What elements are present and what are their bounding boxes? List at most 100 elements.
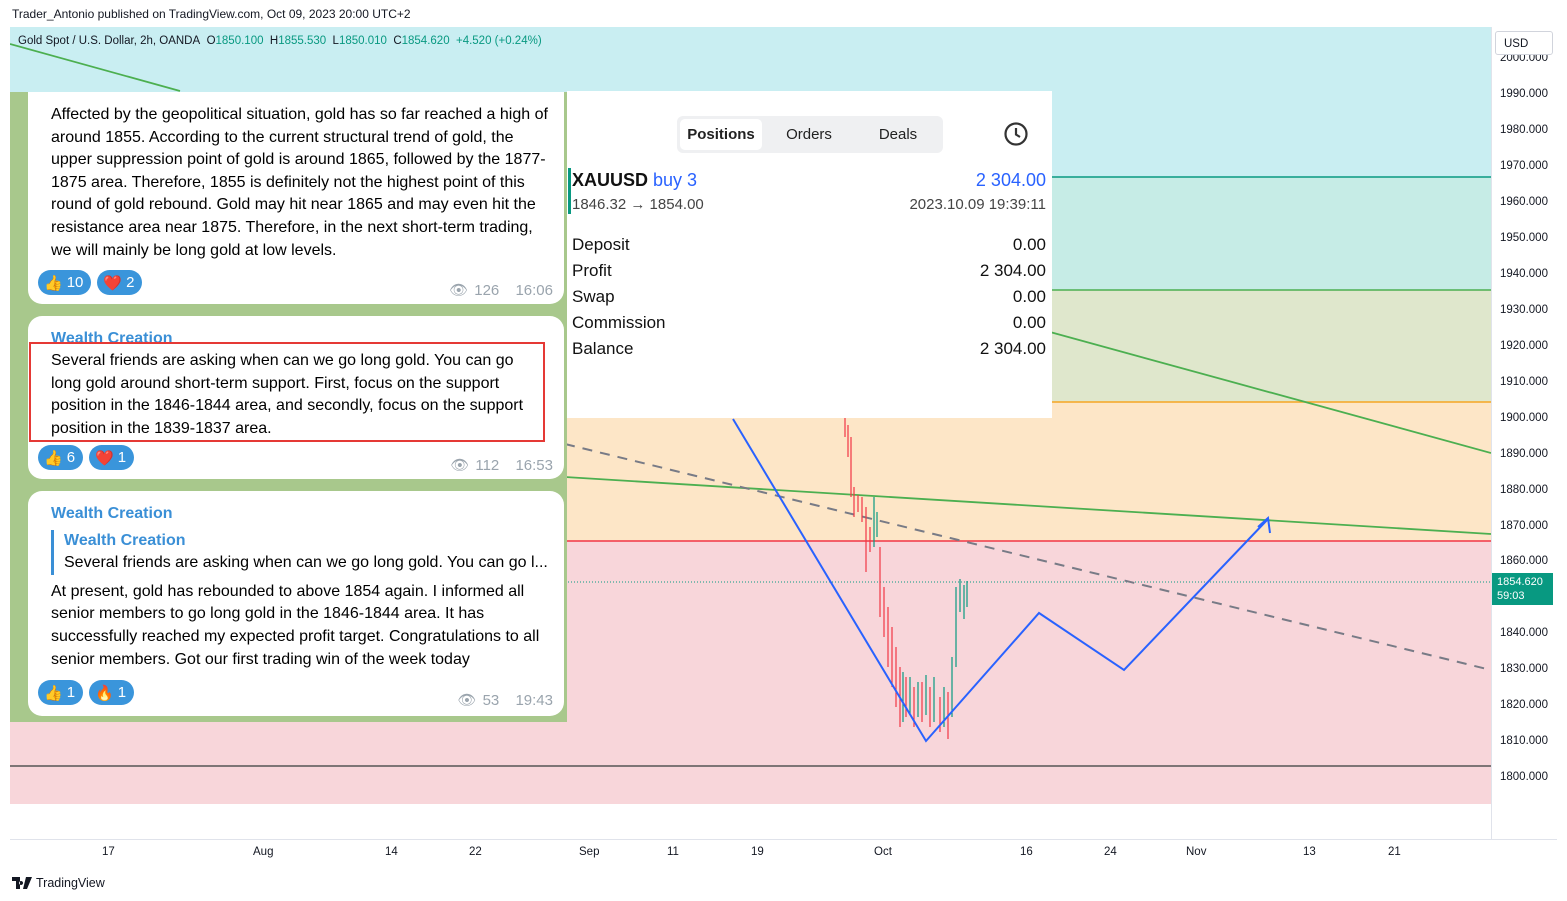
thumbs-up-icon: 👍 xyxy=(44,449,63,467)
trendline-top xyxy=(10,43,181,92)
current-price-tag: 1854.620 59:03 xyxy=(1492,573,1553,605)
fire-icon: 🔥 xyxy=(95,684,114,702)
like-count: 10 xyxy=(66,274,84,291)
position-details: 1846.32 → 1854.00 2023.10.09 19:39:11 xyxy=(572,196,1046,213)
price-tick: 1980.000 xyxy=(1500,124,1548,136)
projection-arrow xyxy=(1257,515,1271,534)
row-label: Commission xyxy=(572,313,666,332)
time-label: Aug xyxy=(253,846,274,858)
summary-row-swap: Swap 0.00 xyxy=(572,287,1046,307)
fire-count: 1 xyxy=(117,684,127,701)
heart-count: 2 xyxy=(126,274,135,291)
close-label: C xyxy=(393,35,402,47)
message-3-meta: 👁 53 19:43 xyxy=(458,691,553,710)
message-time: 19:43 xyxy=(515,691,553,709)
like-count: 1 xyxy=(66,684,76,701)
clock-icon[interactable] xyxy=(1003,121,1029,147)
time-label: Nov xyxy=(1186,846,1207,858)
row-value: 0.00 xyxy=(1012,287,1046,306)
position-header[interactable]: XAUUSD buy 3 2 304.00 xyxy=(572,170,1046,191)
row-label: Balance xyxy=(572,339,634,358)
telegram-panel: Affected by the geopolitical situation, … xyxy=(10,92,567,722)
price-tick: 1930.000 xyxy=(1500,304,1548,316)
current-price: 1854.620 xyxy=(1497,576,1543,588)
price-tick: 1870.000 xyxy=(1500,520,1548,532)
view-count: 126 xyxy=(474,281,500,299)
open-label: O xyxy=(206,35,216,47)
message-text: Affected by the geopolitical situation, … xyxy=(51,106,548,259)
row-value: 2 304.00 xyxy=(979,339,1046,358)
time-label: 24 xyxy=(1104,846,1117,858)
position-symbol: XAUUSD xyxy=(572,170,649,190)
message-text: Several friends are asking when can we g… xyxy=(51,352,524,437)
eye-icon: 👁 xyxy=(449,282,469,299)
price-tick: 1890.000 xyxy=(1500,448,1548,460)
message-time: 16:53 xyxy=(515,456,553,474)
row-value: 0.00 xyxy=(1012,313,1046,332)
close-value: 1854.620 xyxy=(401,35,450,47)
message-sender[interactable]: Wealth Creation xyxy=(51,505,173,522)
reply-quote[interactable]: Wealth Creation Several friends are aski… xyxy=(51,529,548,575)
summary-row-deposit: Deposit 0.00 xyxy=(572,235,1046,255)
reply-sender: Wealth Creation xyxy=(64,531,186,549)
price-tick: 1940.000 xyxy=(1500,268,1548,280)
symbol-title: Gold Spot / U.S. Dollar, 2h, OANDA xyxy=(18,35,201,47)
price-tick: 1900.000 xyxy=(1500,412,1548,424)
tradingview-logo-icon xyxy=(12,877,32,889)
price-tick: 1860.000 xyxy=(1500,555,1548,567)
fire-reaction[interactable]: 🔥 1 xyxy=(89,680,135,705)
tab-positions[interactable]: Positions xyxy=(680,119,762,150)
like-count: 6 xyxy=(66,449,76,466)
message-1-reactions: 👍 10 ❤️ 2 xyxy=(38,270,143,295)
price-tick: 1840.000 xyxy=(1500,627,1548,639)
price-tick: 1830.000 xyxy=(1500,663,1548,675)
message-3-reactions: 👍 1 🔥 1 xyxy=(38,680,135,705)
tradingview-brand[interactable]: TradingView xyxy=(12,876,105,890)
like-reaction[interactable]: 👍 6 xyxy=(38,445,84,470)
price-axis[interactable]: 2000.000 1990.000 1980.000 1970.000 1960… xyxy=(1491,27,1558,839)
eye-icon: 👁 xyxy=(450,457,470,474)
row-label: Swap xyxy=(572,287,615,306)
projection-path xyxy=(732,418,1269,743)
heart-icon: ❤️ xyxy=(103,274,123,292)
time-label: 22 xyxy=(469,846,482,858)
heart-reaction[interactable]: ❤️ 1 xyxy=(89,445,135,470)
low-value: 1850.010 xyxy=(338,35,387,47)
message-2-meta: 👁 112 16:53 xyxy=(450,456,553,475)
ticker-legend: Gold Spot / U.S. Dollar, 2h, OANDA O1850… xyxy=(18,35,542,47)
like-reaction[interactable]: 👍 10 xyxy=(38,270,92,295)
row-value: 0.00 xyxy=(1012,235,1046,254)
tab-orders[interactable]: Orders xyxy=(786,126,832,143)
price-tick: 1950.000 xyxy=(1500,232,1548,244)
like-reaction[interactable]: 👍 1 xyxy=(38,680,84,705)
time-label: 13 xyxy=(1303,846,1316,858)
position-marker xyxy=(568,168,571,214)
time-axis[interactable]: 17 Aug 14 22 Sep 11 19 Oct 16 24 Nov 13 … xyxy=(10,839,1557,868)
summary-row-balance: Balance 2 304.00 xyxy=(572,339,1046,359)
row-label: Deposit xyxy=(572,235,630,254)
dashed-trendline xyxy=(564,443,1491,671)
summary-row-profit: Profit 2 304.00 xyxy=(572,261,1046,281)
message-1: Affected by the geopolitical situation, … xyxy=(28,92,564,304)
price-tick: 1800.000 xyxy=(1500,771,1548,783)
tab-deals[interactable]: Deals xyxy=(878,126,918,143)
heart-icon: ❤️ xyxy=(95,449,114,467)
bar-countdown: 59:03 xyxy=(1497,590,1525,602)
time-label: 11 xyxy=(667,846,679,858)
thumbs-up-icon: 👍 xyxy=(44,684,63,702)
trendline-upper xyxy=(1049,331,1491,454)
position-datetime: 2023.10.09 19:39:11 xyxy=(909,196,1046,213)
currency-selector[interactable]: USD xyxy=(1495,31,1553,55)
brand-name: TradingView xyxy=(36,876,105,890)
price-tick: 1990.000 xyxy=(1500,88,1548,100)
heart-count: 1 xyxy=(117,449,127,466)
price-tick: 1810.000 xyxy=(1500,735,1548,747)
price-tick: 1910.000 xyxy=(1500,376,1548,388)
reply-text: Several friends are asking when can we g… xyxy=(64,554,548,572)
price-tick: 1960.000 xyxy=(1500,196,1548,208)
position-profit: 2 304.00 xyxy=(975,170,1046,190)
high-label: H xyxy=(269,35,279,47)
open-value: 1850.100 xyxy=(215,35,264,47)
row-value: 2 304.00 xyxy=(979,261,1046,280)
heart-reaction[interactable]: ❤️ 2 xyxy=(97,270,143,295)
